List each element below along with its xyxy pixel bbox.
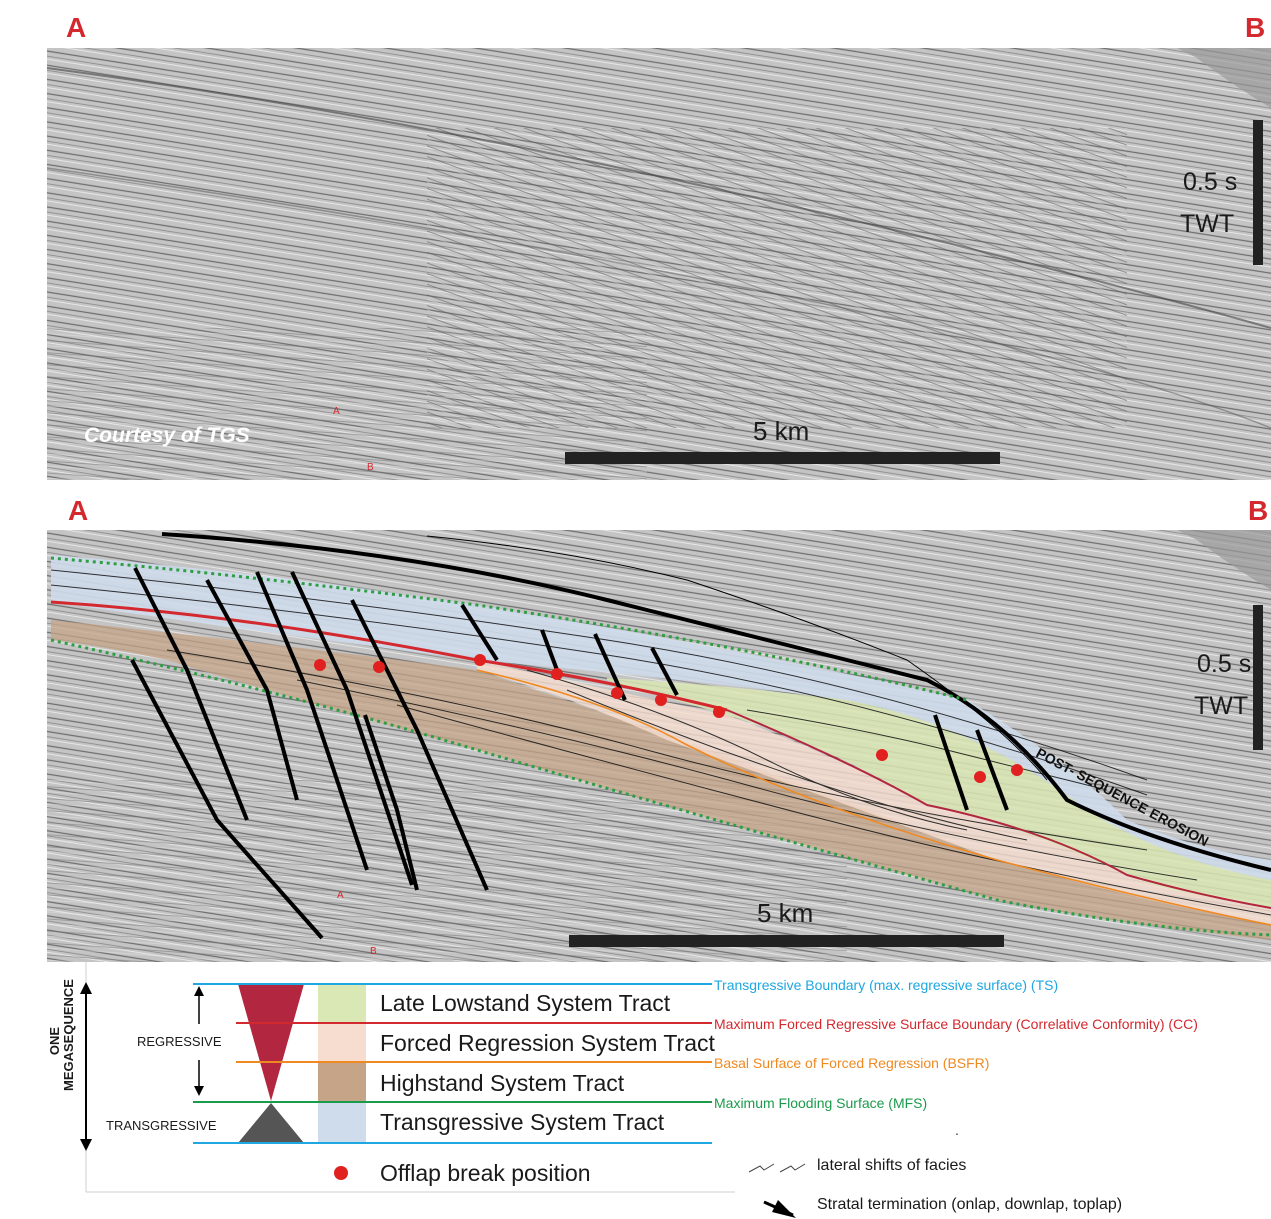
top-scale-label: 5 km — [753, 416, 809, 446]
legend: ONE MEGASEQUENCE REGRESSIVE TRANSGRESSIV… — [0, 962, 1271, 1219]
lateral-shifts-label: lateral shifts of facies — [817, 1157, 967, 1174]
bottom-label-a: A — [68, 495, 89, 526]
top-label-b: B — [1245, 12, 1266, 43]
top-small-a: A — [333, 406, 340, 417]
stray-dot: . — [955, 1122, 959, 1138]
regressive-label: REGRESSIVE — [137, 1034, 222, 1049]
tract-highstand: Highstand System Tract — [380, 1070, 625, 1096]
seismic-section-interpreted: 0.5 s TWT 5 km POST- SEQUENCE EROSION A … — [47, 530, 1271, 962]
surface-bsfr: Basal Surface of Forced Regression (BSFR… — [714, 1055, 990, 1071]
bottom-time-scale-value: 0.5 s — [1197, 650, 1251, 678]
top-time-scale-value: 0.5 s — [1183, 168, 1237, 196]
megasequence-label: ONE MEGASEQUENCE — [47, 979, 76, 1091]
tract-late-lowstand: Late Lowstand System Tract — [380, 990, 671, 1016]
stratal-termination-label: Stratal termination (onlap, downlap, top… — [817, 1196, 1123, 1213]
tract-forced-regression: Forced Regression System Tract — [380, 1030, 715, 1056]
offlap-break-points — [314, 654, 1023, 783]
megasequence-line1: ONE — [47, 1026, 62, 1056]
courtesy-text: Courtesy of TGS — [84, 424, 250, 447]
transgressive-label: TRANSGRESSIVE — [106, 1118, 217, 1133]
seismic-section-uninterpreted: 0.5 s TWT 5 km Courtesy of TGS A B — [47, 48, 1271, 480]
seismic-image-bottom: 0.5 s TWT 5 km POST- SEQUENCE EROSION A … — [47, 530, 1271, 962]
surface-cc: Maximum Forced Regressive Surface Bounda… — [714, 1016, 1198, 1032]
megasequence-line2: MEGASEQUENCE — [61, 979, 76, 1091]
highstand-tract — [51, 620, 1271, 940]
top-label-a: A — [66, 12, 87, 43]
bottom-small-b: B — [370, 946, 377, 957]
offlap-label: Offlap break position — [380, 1160, 591, 1186]
bottom-scale-label: 5 km — [757, 898, 813, 928]
bottom-small-a: A — [337, 890, 344, 901]
tract-transgressive: Transgressive System Tract — [380, 1109, 665, 1135]
bottom-label-b: B — [1248, 495, 1269, 526]
top-small-b: B — [367, 462, 374, 473]
bottom-time-scale-unit: TWT — [1194, 692, 1248, 720]
seismic-image-top: 0.5 s TWT 5 km Courtesy of TGS A B — [47, 48, 1271, 480]
surface-mfs: Maximum Flooding Surface (MFS) — [714, 1095, 928, 1111]
top-time-scale-unit: TWT — [1180, 210, 1234, 238]
surface-ts: Transgressive Boundary (max. regressive … — [714, 977, 1059, 993]
legend-graphics — [80, 962, 806, 1218]
transgressive-tract — [51, 555, 1271, 880]
late-lowstand-tract — [607, 678, 1271, 908]
